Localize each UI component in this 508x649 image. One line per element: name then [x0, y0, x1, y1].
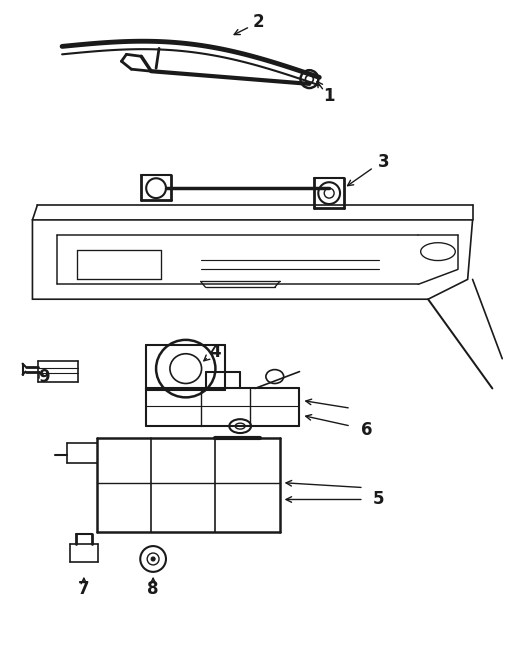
Ellipse shape: [151, 557, 155, 561]
Text: 8: 8: [147, 580, 159, 598]
Text: 6: 6: [361, 421, 372, 439]
Text: 1: 1: [324, 87, 335, 105]
Text: 3: 3: [378, 153, 389, 171]
Text: 2: 2: [252, 12, 264, 31]
Text: 9: 9: [39, 367, 50, 386]
Text: 4: 4: [210, 343, 221, 361]
Text: 5: 5: [373, 491, 385, 508]
Text: 7: 7: [78, 580, 90, 598]
